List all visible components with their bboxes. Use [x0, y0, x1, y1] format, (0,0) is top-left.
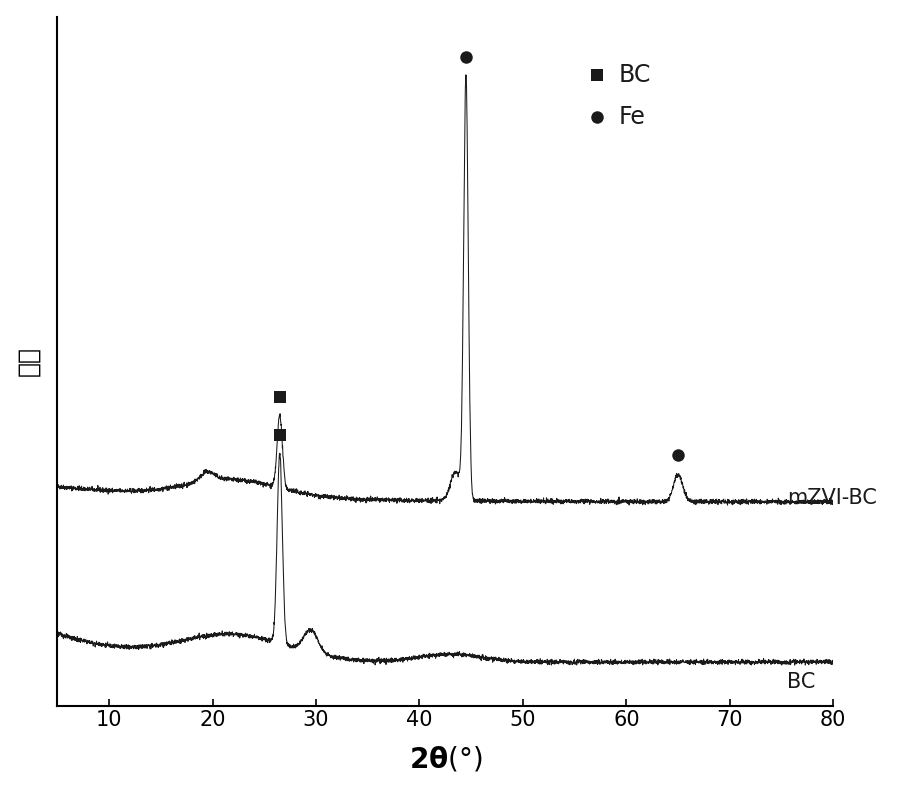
Text: mZVI-BC: mZVI-BC — [787, 488, 876, 508]
X-axis label: $\mathbf{2\theta}$(°): $\mathbf{2\theta}$(°) — [409, 744, 482, 773]
Text: Fe: Fe — [619, 104, 645, 129]
Text: BC: BC — [619, 63, 651, 87]
Text: BC: BC — [787, 672, 815, 692]
Y-axis label: 强度: 强度 — [17, 346, 40, 376]
